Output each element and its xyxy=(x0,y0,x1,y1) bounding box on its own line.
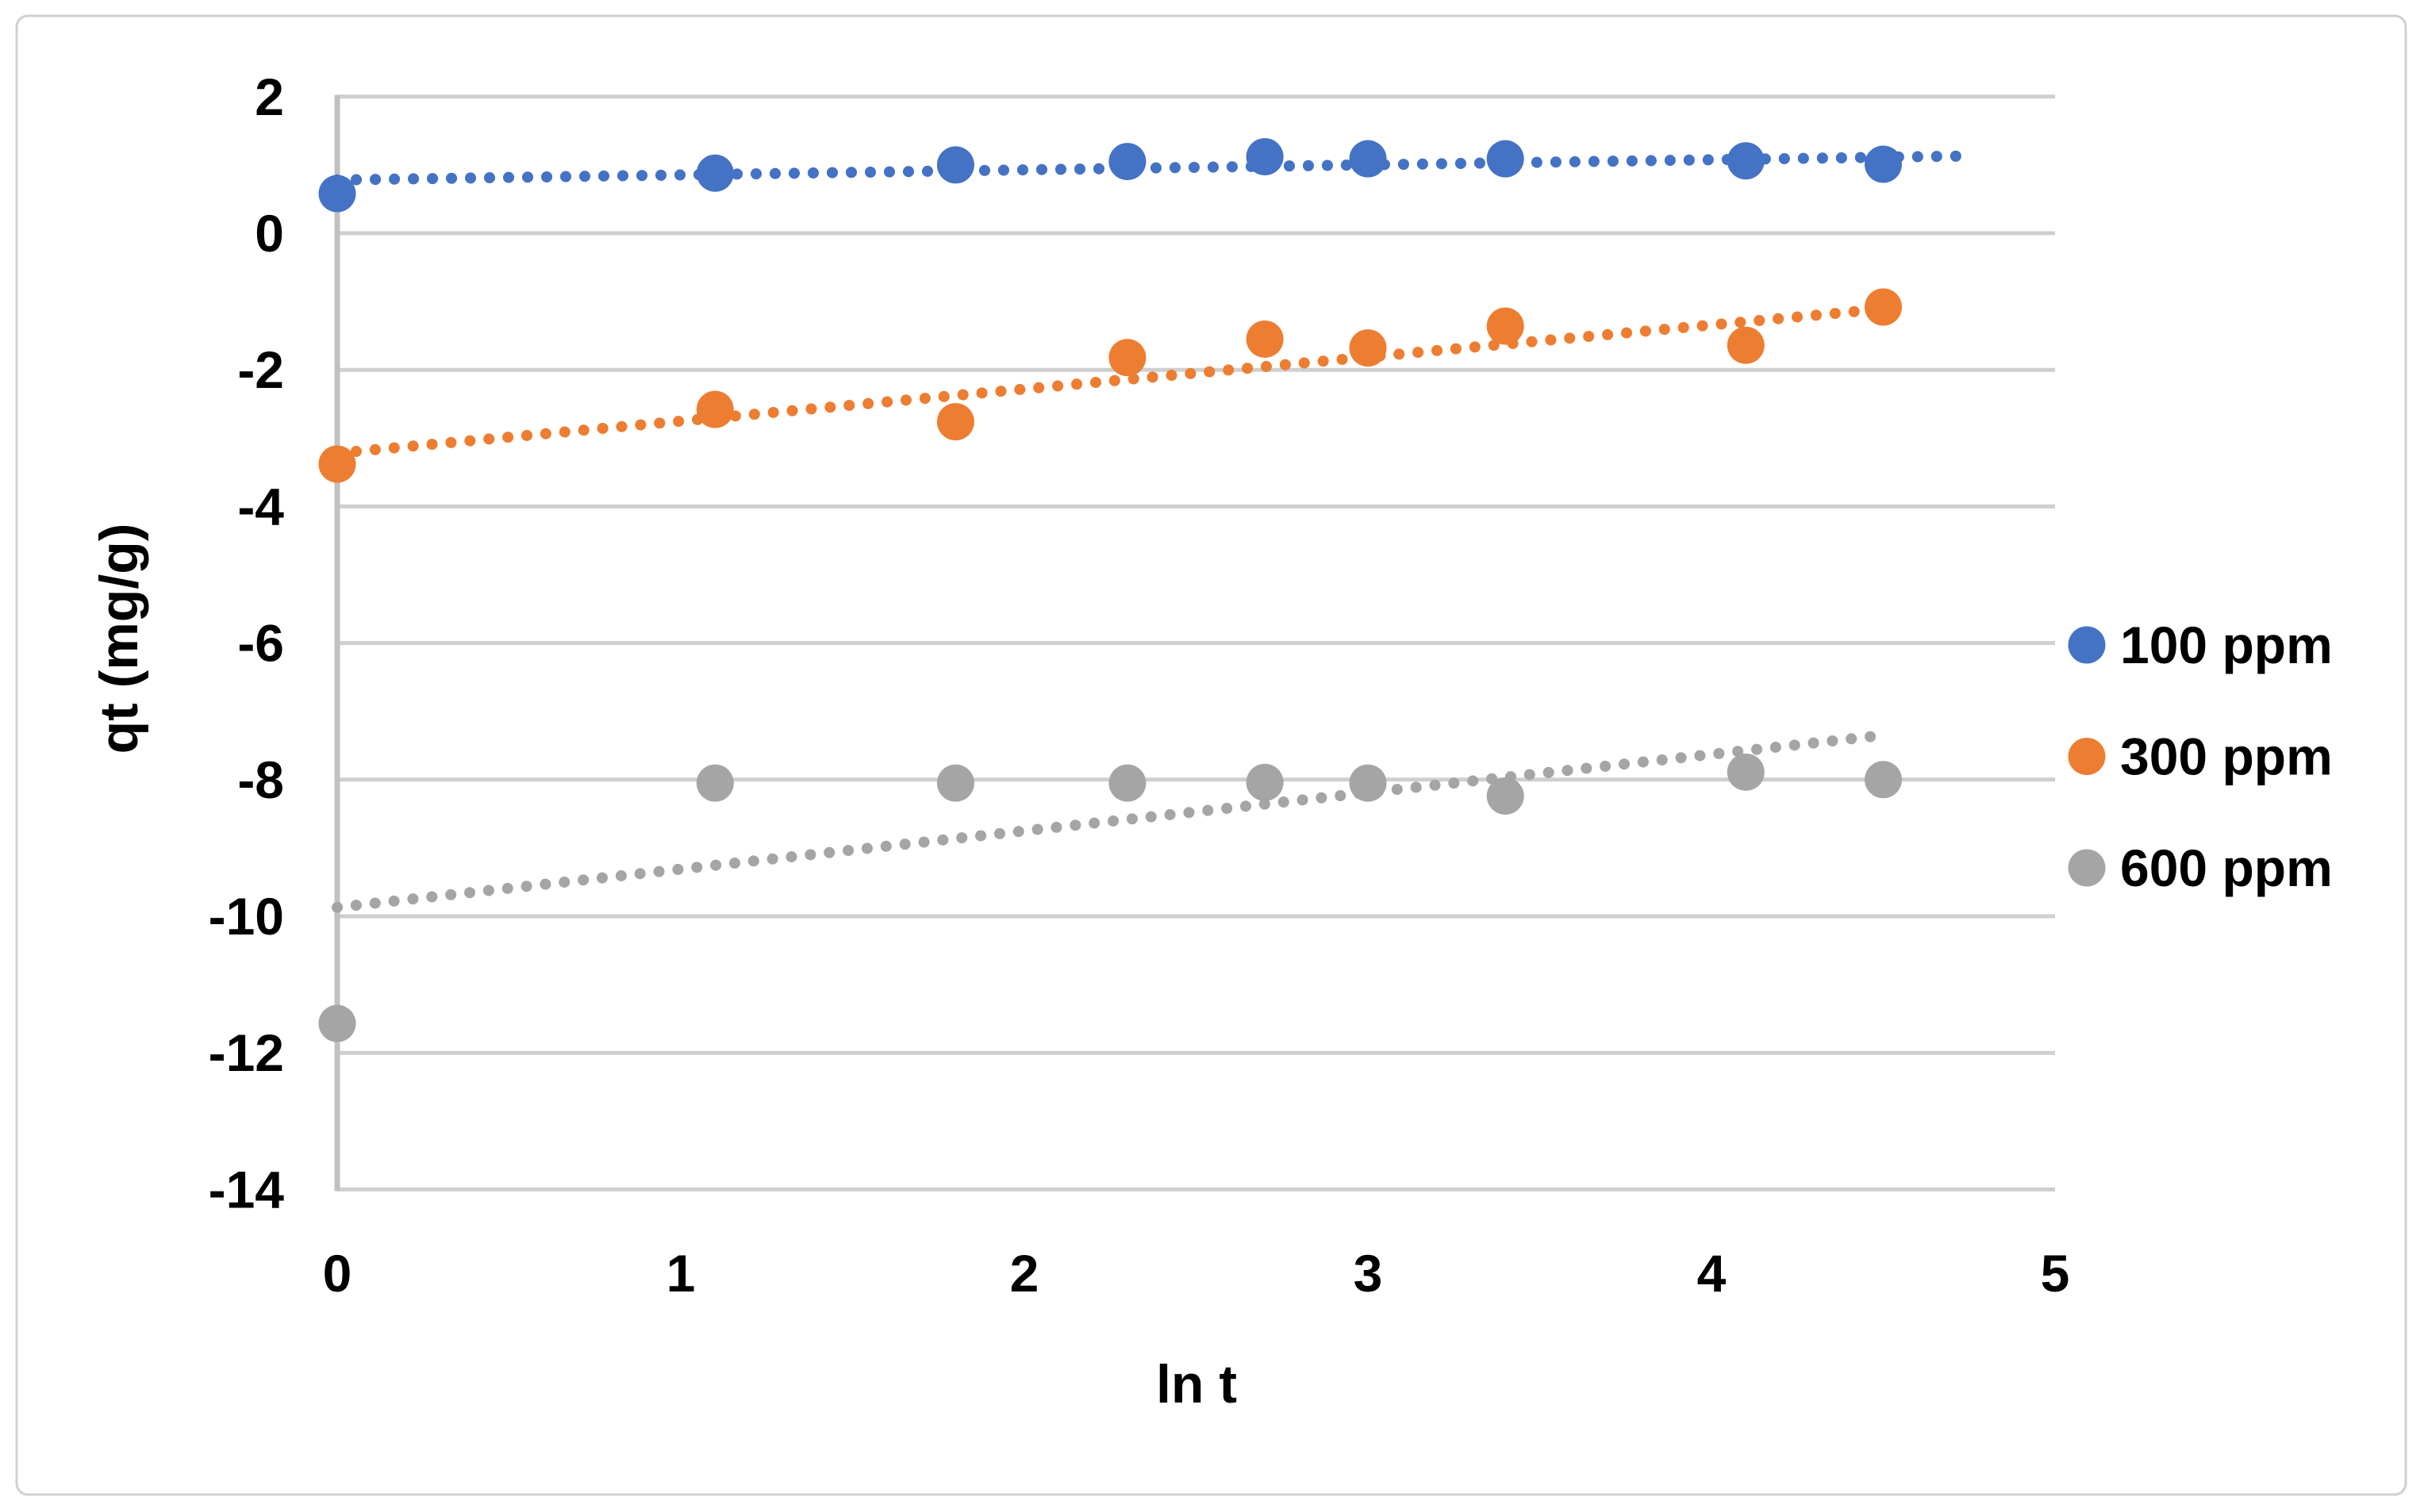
data-point-100-ppm-3 xyxy=(1108,143,1147,181)
y-tick-label--6: -6 xyxy=(237,614,284,673)
data-point-300-ppm-0 xyxy=(318,445,356,483)
data-point-600-ppm-6 xyxy=(1486,777,1524,815)
trendline-600-ppm xyxy=(332,729,1889,913)
x-tick-label-3: 3 xyxy=(1354,1244,1383,1303)
data-point-300-ppm-7 xyxy=(1727,326,1765,364)
data-point-600-ppm-3 xyxy=(1108,764,1147,802)
data-point-600-ppm-1 xyxy=(696,764,734,802)
data-point-600-ppm-5 xyxy=(1349,764,1387,802)
legend-label-600-ppm: 600 ppm xyxy=(2120,839,2333,897)
data-points xyxy=(318,138,1902,1042)
x-tick-label-4: 4 xyxy=(1697,1244,1727,1303)
legend: 100 ppm 300 ppm 600 ppm xyxy=(2068,616,2333,897)
y-tick-label-0: 0 xyxy=(255,204,284,263)
x-tick-label-1: 1 xyxy=(667,1244,696,1303)
x-axis-tick-labels: 0 1 2 3 4 5 xyxy=(323,1244,2070,1303)
y-tick-label--12: -12 xyxy=(209,1023,284,1082)
x-tick-label-2: 2 xyxy=(1010,1244,1039,1303)
y-axis-tick-labels: 2 0 -2 -4 -6 -8 -10 -12 -14 xyxy=(209,67,285,1219)
data-point-100-ppm-1 xyxy=(696,154,734,192)
legend-label-300-ppm: 300 ppm xyxy=(2120,727,2333,786)
legend-item-600-ppm: 600 ppm xyxy=(2068,839,2333,897)
data-point-300-ppm-2 xyxy=(936,403,974,441)
legend-item-300-ppm: 300 ppm xyxy=(2068,727,2333,786)
y-tick-label--2: -2 xyxy=(237,340,284,399)
y-tick-label--8: -8 xyxy=(237,750,284,809)
data-point-300-ppm-1 xyxy=(696,390,734,428)
data-point-600-ppm-7 xyxy=(1727,753,1765,791)
data-point-100-ppm-2 xyxy=(936,146,974,184)
data-point-100-ppm-6 xyxy=(1486,140,1524,178)
series-100-ppm xyxy=(318,138,1902,213)
trendline-100-ppm xyxy=(332,150,1969,186)
data-point-300-ppm-3 xyxy=(1108,339,1147,377)
data-point-100-ppm-5 xyxy=(1349,140,1387,178)
y-tick-label--10: -10 xyxy=(209,887,284,946)
data-point-600-ppm-2 xyxy=(936,764,974,802)
legend-item-100-ppm: 100 ppm xyxy=(2068,616,2333,674)
data-point-300-ppm-6 xyxy=(1486,307,1524,345)
data-point-100-ppm-8 xyxy=(1865,145,1902,183)
x-tick-label-5: 5 xyxy=(2041,1244,2070,1303)
y-tick-label--14: -14 xyxy=(209,1160,285,1218)
legend-marker-600-ppm xyxy=(2068,849,2106,887)
data-point-100-ppm-4 xyxy=(1246,138,1284,176)
y-tick-label--4: -4 xyxy=(237,477,284,535)
series-600-ppm xyxy=(318,753,1902,1042)
x-axis-title: ln t xyxy=(1156,1354,1237,1414)
figure-border xyxy=(15,14,2407,1496)
data-point-600-ppm-8 xyxy=(1865,761,1902,799)
x-tick-label-0: 0 xyxy=(323,1244,352,1303)
legend-marker-300-ppm xyxy=(2068,738,2106,775)
data-point-300-ppm-4 xyxy=(1246,320,1284,358)
trendline-300-ppm xyxy=(332,301,1910,459)
series-300-ppm xyxy=(318,288,1902,483)
y-tick-label-2: 2 xyxy=(255,67,284,126)
data-point-100-ppm-0 xyxy=(318,175,356,213)
y-axis-title: qt (mg/g) xyxy=(89,524,149,754)
data-point-600-ppm-4 xyxy=(1246,763,1284,801)
legend-marker-100-ppm xyxy=(2068,626,2106,664)
trendlines xyxy=(332,150,1969,913)
data-point-300-ppm-5 xyxy=(1349,329,1387,367)
gridlines xyxy=(337,94,2055,1192)
data-point-100-ppm-7 xyxy=(1727,142,1765,180)
data-point-600-ppm-0 xyxy=(318,1004,356,1042)
legend-label-100-ppm: 100 ppm xyxy=(2120,616,2333,674)
data-point-300-ppm-8 xyxy=(1865,288,1902,326)
